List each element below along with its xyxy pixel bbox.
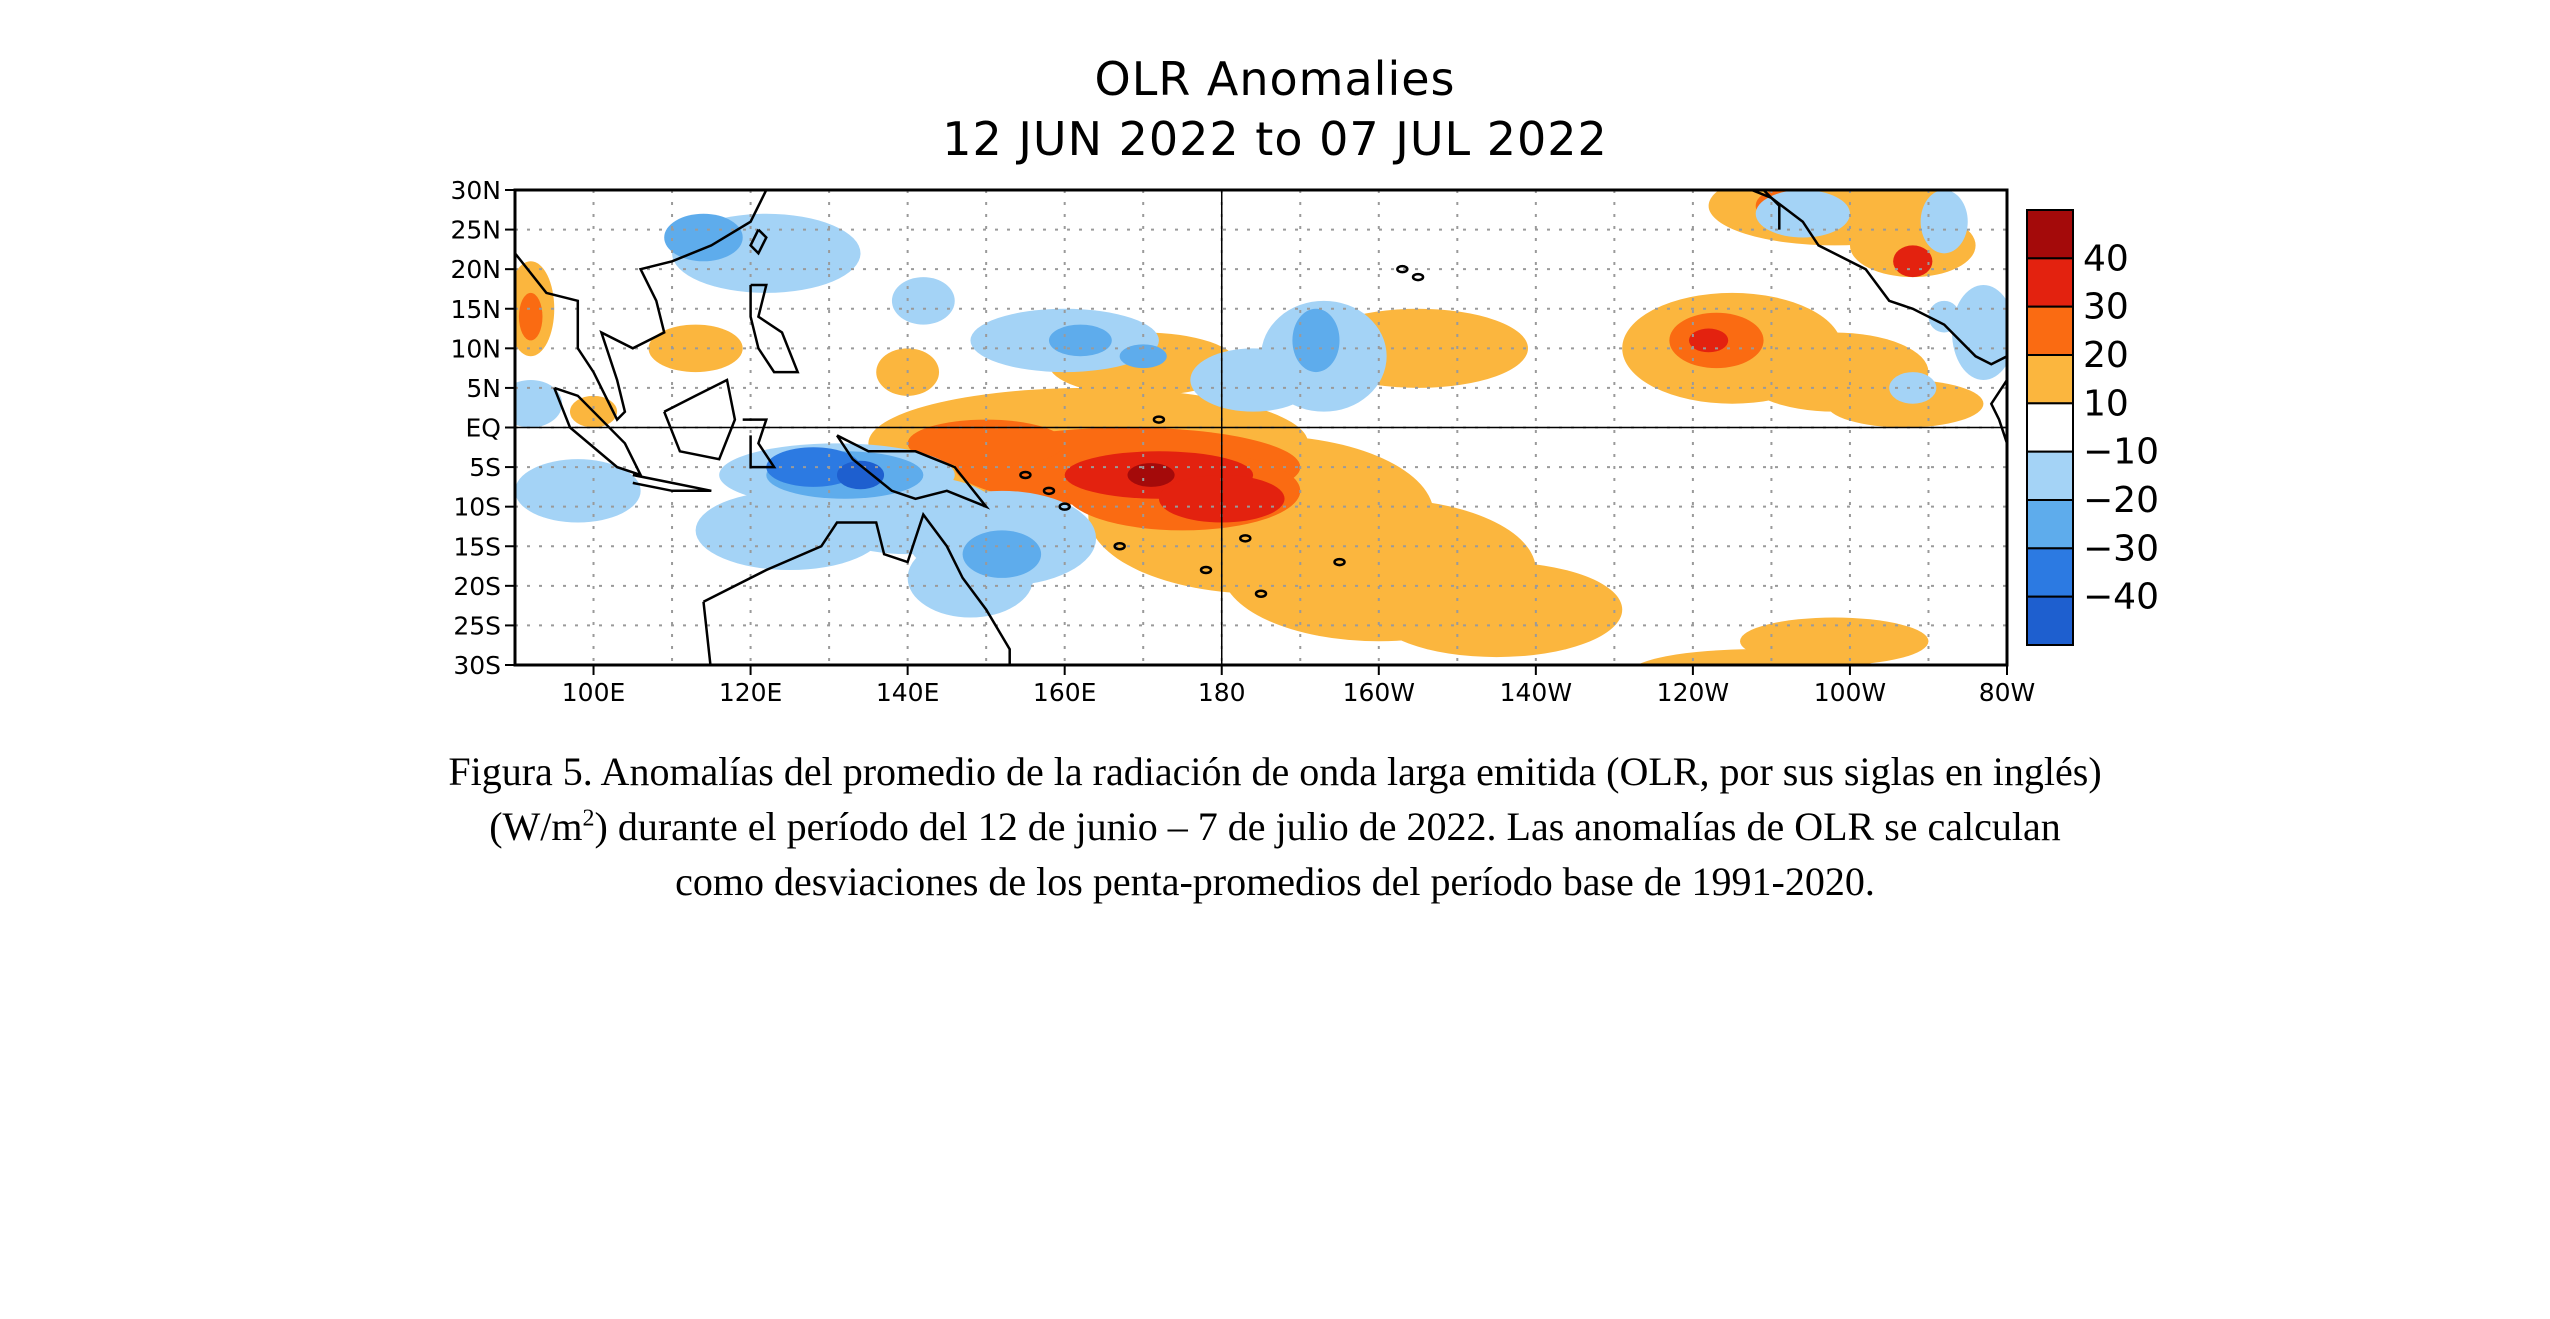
lat-label: 10N [450,334,501,363]
caption-line-3: como desviaciones de los penta-promedios… [675,859,1875,904]
anomaly-contour-neg10_20 [1928,300,1960,333]
anomaly-contour-pos10_20 [1826,380,1984,428]
figure-title: OLR Anomalies [1094,52,1456,106]
lat-label: EQ [466,414,501,443]
lon-label: 120E [719,678,783,707]
island [1254,589,1268,598]
caption-unit-pre: (W/m [489,804,583,849]
lon-label: 120W [1657,678,1729,707]
colorbar: 40 30 20 10 −10 −20 −30 −40 [2026,209,2159,647]
anomaly-contour-neg20_30 [1119,344,1167,369]
caption-line-1: Figura 5. Anomalías del promedio de la r… [448,749,2102,794]
anomaly-contour-pos10_20 [1370,562,1623,658]
island [1113,542,1126,551]
lat-label: 15N [450,295,501,324]
anomaly-contour-pos40 [1127,463,1175,487]
colorbar-segment [2026,354,2074,405]
island [1152,415,1166,424]
colorbar-label: −10 [2083,432,2159,473]
anomaly-contour-pos30_40 [1893,245,1933,278]
lat-label: 30N [450,176,501,205]
colorbar-label: −30 [2083,528,2159,569]
colorbar-segment [2026,305,2074,356]
island [1411,272,1425,282]
lat-label: 25N [450,216,501,245]
island [1042,486,1056,496]
coastline [632,473,712,493]
island [1333,557,1346,567]
coastline [749,283,800,374]
anomaly-contour-neg10_20 [515,380,563,428]
lat-label: 5S [469,453,501,482]
lat-label: 5N [466,374,501,403]
axis-ticks: 30N 25N 20N 15N 10N 5N EQ 5S 10S 15S 20S 25S 30S 100E… [450,176,2035,707]
colorbar-segment [2026,547,2074,598]
caption-line-2-rest: ) durante el período del 12 de junio – 7… [594,804,2061,849]
anomaly-contour-neg10_20 [515,459,641,523]
lon-label: 140E [876,678,940,707]
colorbar-label: 40 [2083,238,2129,279]
coastline [749,228,768,256]
coastline [1989,379,2007,444]
anomaly-contour-neg10_20 [891,277,955,325]
lon-label: 100E [562,678,626,707]
coastline [663,378,737,461]
anomaly-contour-pos20_30 [518,292,543,341]
colorbar-label: −40 [2083,577,2159,618]
colorbar-segment [2026,209,2074,260]
olr-map: 30N 25N 20N 15N 10N 5N EQ 5S 10S 15S 20S 25S 30S 100E… [450,176,2159,707]
anomaly-contour-pos10_20 [1637,649,1875,665]
coastline [1748,190,2007,366]
island [1199,565,1213,575]
coastline [742,418,777,469]
colorbar-label: 30 [2083,287,2129,328]
island [1239,534,1252,543]
colorbar-label: 20 [2083,335,2129,376]
coastline [515,190,768,422]
anomaly-contour-neg20_30 [962,530,1042,578]
caption-unit-sup: 2 [582,805,595,832]
coastline [702,511,1011,665]
lat-label: 20S [453,572,501,601]
lon-label: 100W [1814,678,1886,707]
caption-line-2: (W/m2) durante el período del 12 de juni… [180,799,2370,854]
lon-label: 140W [1500,678,1572,707]
anomaly-contour-neg20_30 [1048,324,1112,357]
lon-label: 160E [1033,678,1097,707]
lon-label: 80W [1979,678,2036,707]
lat-label: 20N [450,255,501,284]
island [1019,470,1032,480]
colorbar-label: 10 [2083,383,2129,424]
anomaly-contour-neg40 [836,460,885,490]
anomaly-contour-neg10_20 [695,490,885,570]
lon-label: 180 [1198,678,1246,707]
coastline [1761,190,1781,230]
colorbar-label: −20 [2083,480,2159,521]
lat-label: 10S [453,493,501,522]
anomaly-contour-neg10_20 [1920,190,1968,254]
lat-label: 15S [453,532,501,561]
figure-caption: Figura 5. Anomalías del promedio de la r… [180,744,2370,909]
colorbar-segment [2026,257,2074,308]
colorbar-segment [2026,450,2074,501]
reference-lines [515,190,2007,665]
colorbar-segment [2026,595,2074,647]
anomaly-contour-neg20_30 [1292,308,1340,373]
anomaly-contour-neg20_30 [664,213,743,262]
island [1058,502,1071,511]
lon-label: 160W [1343,678,1415,707]
anomaly-contour-neg10_20 [1889,372,1937,404]
colorbar-segment [2026,402,2074,453]
colorbar-segment [2026,499,2074,550]
figure-date-range: 12 JUN 2022 to 07 JUL 2022 [942,112,1608,166]
anomaly-contour-neg10_20 [1952,285,2007,380]
island [1396,264,1409,274]
anomaly-contour-neg30_40 [766,447,861,487]
lat-label: 30S [453,651,501,680]
lat-label: 25S [453,611,501,640]
anomaly-contour-pos30_40 [1688,328,1729,353]
coastline [835,434,991,510]
